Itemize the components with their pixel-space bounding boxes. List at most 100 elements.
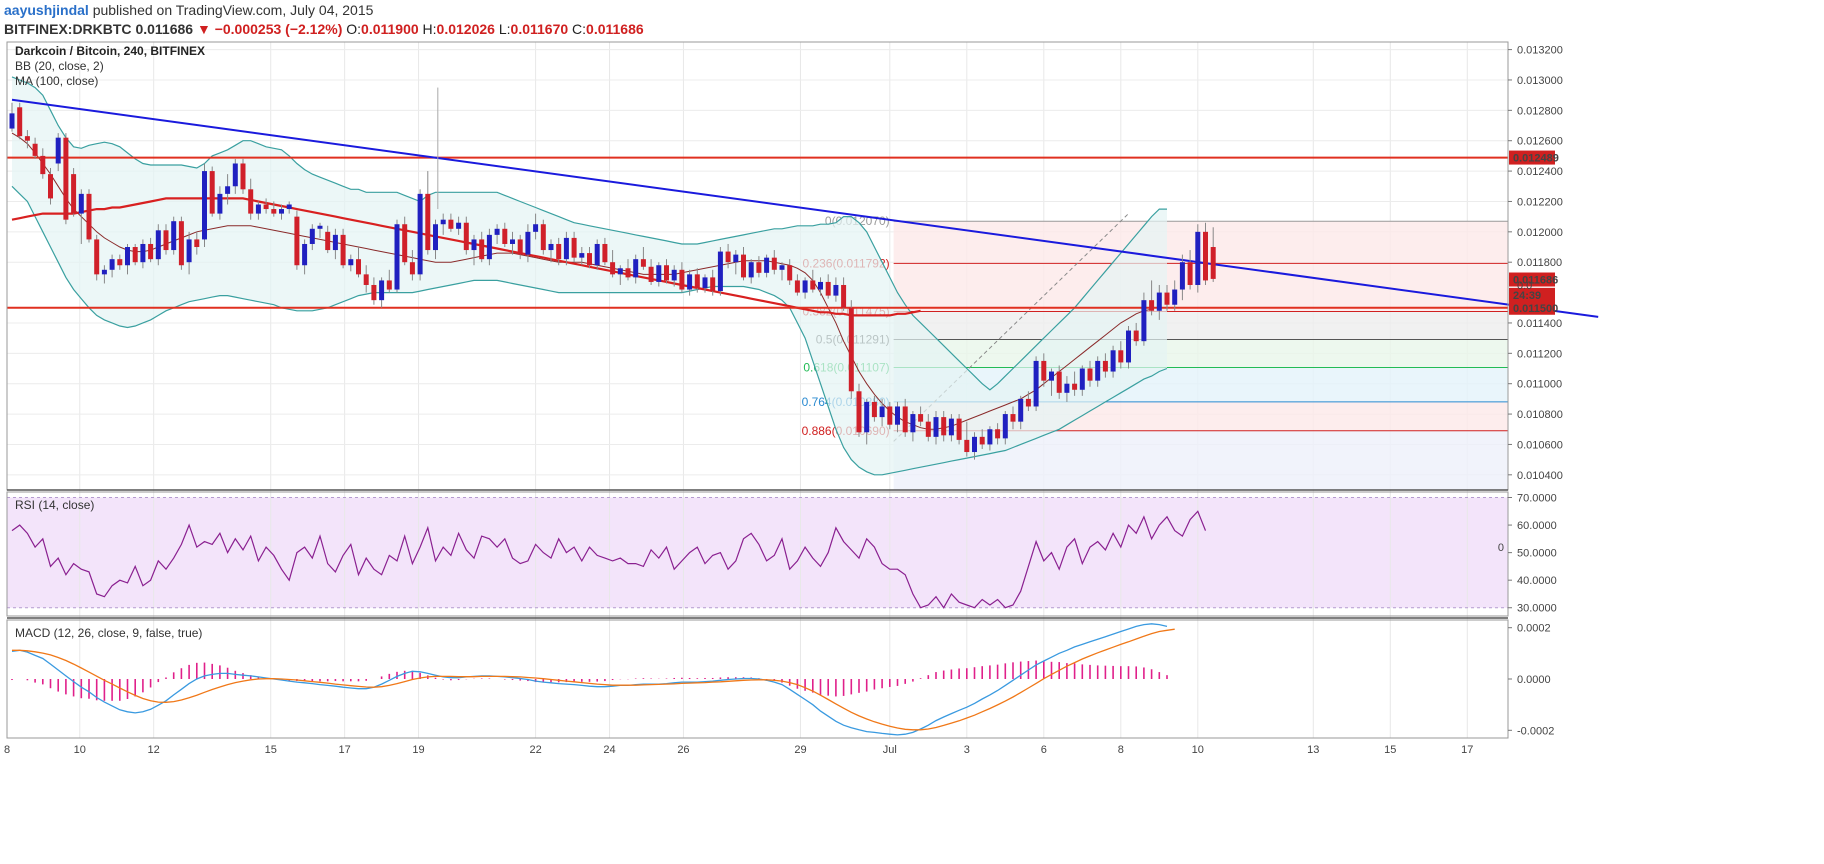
- x-tick-label: Jul: [883, 744, 897, 756]
- x-tick-label: 3: [964, 744, 970, 756]
- candle-body: [1010, 414, 1016, 422]
- candle-body: [1195, 231, 1201, 285]
- macd-tick-label: 0.0002: [1517, 623, 1551, 635]
- candle-body: [9, 113, 15, 129]
- candle-body: [1079, 368, 1085, 390]
- candle-body: [979, 436, 985, 445]
- price-tag-label: 0.012489: [1513, 153, 1559, 165]
- candle-body: [1072, 383, 1078, 390]
- candle-body: [748, 262, 754, 278]
- candle-body: [1149, 300, 1155, 311]
- price-tag-label: 0.011500: [1513, 303, 1558, 315]
- candle-body: [186, 239, 192, 263]
- rsi-legend: RSI (14, close): [15, 498, 94, 512]
- y-tick-label: 0.012800: [1517, 105, 1563, 117]
- fib-zone: [893, 221, 1508, 264]
- rsi-tick-label: 40.0000: [1517, 575, 1557, 587]
- candle-body: [741, 254, 746, 278]
- fib-zone: [893, 263, 1508, 312]
- candle-body: [202, 171, 207, 240]
- close-value: 0.011686: [586, 21, 644, 37]
- candle-body: [1033, 360, 1039, 407]
- candle-body: [325, 231, 331, 251]
- candle-body: [848, 307, 854, 392]
- candle-body: [587, 253, 592, 266]
- candle-body: [694, 274, 700, 289]
- candle-body: [1087, 368, 1093, 381]
- rsi-tick-label: 60.0000: [1517, 520, 1557, 532]
- author-link[interactable]: aayushjindal: [4, 2, 89, 18]
- candle-body: [140, 243, 146, 263]
- candle-body: [864, 401, 870, 433]
- low-label: L:: [498, 21, 511, 37]
- x-tick-label: 29: [794, 744, 806, 756]
- y-tick-label: 0.010800: [1517, 409, 1563, 421]
- candle-body: [648, 266, 654, 282]
- candle-body: [386, 280, 392, 290]
- candle-body: [1018, 398, 1024, 422]
- y-tick-label: 0.011000: [1517, 379, 1562, 391]
- y-tick-label: 0.011400: [1517, 318, 1562, 330]
- x-tick-label: 6: [1041, 744, 1047, 756]
- candle-body: [910, 414, 916, 433]
- candle-body: [941, 417, 947, 436]
- candle-body: [964, 439, 970, 453]
- symbol-quote-line: BITFINEX:DRKBTC 0.011686 ▼ −0.000253 (−2…: [4, 21, 644, 37]
- candle-body: [995, 429, 1001, 439]
- candle-body: [933, 417, 939, 437]
- candle-body: [494, 228, 500, 235]
- x-tick-label: 13: [1307, 744, 1319, 756]
- x-tick-label: 19: [412, 744, 424, 756]
- candle-body: [563, 237, 569, 260]
- x-tick-label: 8: [1118, 744, 1124, 756]
- candle-body: [86, 193, 92, 240]
- x-tick-label: 15: [1384, 744, 1396, 756]
- x-tick-label: 10: [1192, 744, 1204, 756]
- candle-body: [332, 234, 338, 251]
- candle-body: [1064, 383, 1070, 393]
- candle-body: [764, 257, 770, 273]
- candle-body: [125, 247, 130, 266]
- candle-body: [594, 243, 600, 266]
- publish-line: aayushjindal published on TradingView.co…: [4, 2, 373, 18]
- candle-body: [825, 281, 831, 296]
- x-tick-label: 26: [677, 744, 689, 756]
- candle-body: [1110, 350, 1116, 372]
- candle-body: [687, 274, 693, 290]
- candle-body: [1141, 300, 1147, 342]
- high-value: 0.012026: [436, 21, 495, 37]
- candle-body: [271, 209, 277, 214]
- candle-body: [571, 237, 577, 258]
- candle-body: [1210, 247, 1216, 279]
- y-tick-label: 0.012600: [1517, 136, 1563, 148]
- rsi-band-fill: [7, 497, 1508, 608]
- macd-line: [11, 623, 1168, 736]
- candle-body: [248, 189, 254, 214]
- x-tick-label: 12: [148, 744, 160, 756]
- candle-body: [486, 234, 492, 260]
- candle-body: [656, 265, 662, 282]
- x-tick-label: 8: [4, 744, 10, 756]
- candle-body: [348, 259, 354, 266]
- candle-body: [17, 107, 23, 137]
- candle-body: [556, 243, 562, 260]
- y-tick-label: 0.012200: [1517, 196, 1563, 208]
- candle-body: [240, 163, 246, 190]
- candle-body: [425, 193, 431, 251]
- candle-body: [1187, 262, 1193, 285]
- candle-body: [702, 277, 708, 289]
- price-tag: [1509, 272, 1555, 287]
- candle-body: [194, 239, 200, 248]
- candle-body: [132, 247, 138, 263]
- open-label: O:: [346, 21, 362, 37]
- candle-body: [710, 277, 716, 292]
- candle-body: [63, 137, 69, 220]
- candle-body: [94, 239, 100, 275]
- macd-legend: MACD (12, 26, close, 9, false, true): [15, 626, 202, 640]
- candle-body: [1025, 398, 1031, 407]
- y-tick-label: 0.011200: [1517, 348, 1562, 360]
- fib-zone: [893, 339, 1508, 368]
- candle-body: [40, 155, 46, 175]
- fib-zone: [893, 311, 1508, 340]
